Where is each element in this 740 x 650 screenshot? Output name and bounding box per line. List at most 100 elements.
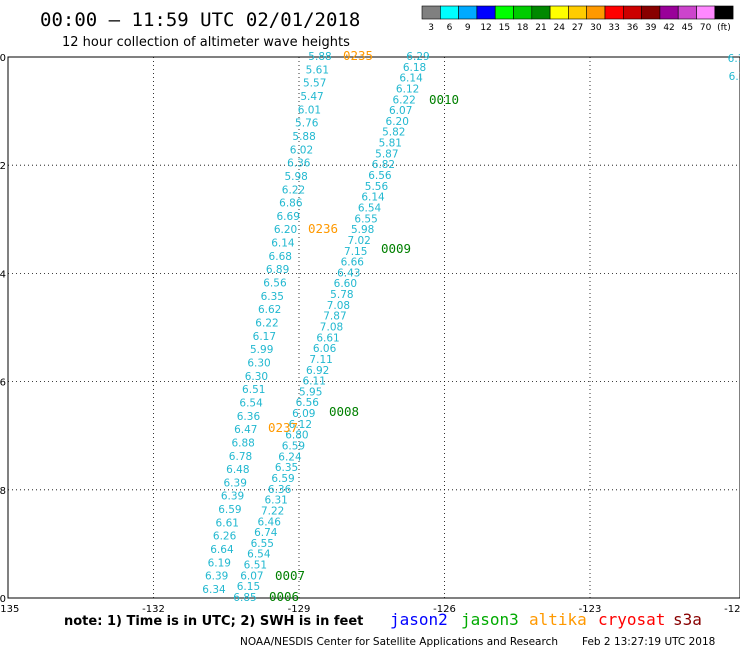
swh-value: 6.35: [275, 462, 298, 474]
page-subtitle: 12 hour collection of altimeter wave hei…: [62, 35, 350, 50]
swh-value: 7.15: [344, 246, 367, 258]
lon-tick-label: -129: [288, 604, 311, 615]
swh-value: 6.12: [396, 83, 419, 95]
swh-value: 5.57: [303, 78, 326, 90]
swh-value: 6.34: [202, 584, 226, 596]
altika-time-label: 0236: [308, 221, 338, 236]
lon-tick-label: -126: [433, 604, 456, 615]
swh-value: 6.62: [258, 304, 281, 316]
legend-swatch: [439, 5, 459, 20]
lat-tick-label: 0: [0, 53, 6, 64]
longitude-tick-labels: -135 -132 -129 -126 -123 -120: [0, 604, 740, 615]
legend-swatch: [714, 5, 734, 20]
legend-swatch: [458, 5, 478, 20]
legend-label: 3: [428, 23, 434, 33]
swh-value: 6.46: [258, 516, 282, 528]
mission-legend: jason2 jason3 altika cryosat s3a: [390, 610, 702, 629]
legend-swatch: [641, 5, 661, 20]
swh-value: 6.11: [303, 376, 326, 388]
swh-value: 6.39: [205, 571, 228, 583]
legend-label: 15: [499, 23, 510, 33]
legend-label: 36: [627, 23, 639, 33]
legend-label: 42: [663, 23, 674, 33]
swh-value: 5.56: [365, 181, 389, 193]
swh-value: 6.85: [233, 592, 256, 604]
swh-value: 6.12: [289, 419, 312, 431]
legend-swatch: [494, 5, 514, 20]
latitude-tick-labels: 0 -2 -4 -6 -8 -10: [0, 53, 6, 605]
swh-value: 5.88: [292, 131, 315, 143]
swh-value: 7.02: [347, 235, 370, 247]
swh-value: 6.48: [226, 464, 249, 476]
legend-swatch: [549, 5, 569, 20]
jason3-time-label: 0006: [269, 589, 299, 604]
swh-value: 6.22: [255, 318, 278, 330]
legend-swatch: [513, 5, 533, 20]
swh-value: 5.47: [300, 91, 323, 103]
legend-label: 21: [535, 23, 546, 33]
legend-label: 12: [480, 23, 491, 33]
swh-value: 6.1: [728, 53, 740, 65]
lat-tick-label: -8: [0, 486, 6, 497]
swh-value: 6.22: [392, 94, 415, 106]
swh-value: 6.68: [269, 251, 292, 263]
swh-value: 7.87: [323, 311, 346, 323]
swh-value: 6.30: [247, 357, 270, 369]
swh-value: 5.98: [351, 224, 374, 236]
swh-value: 6.14: [361, 192, 385, 204]
swh-value: 6.56: [368, 170, 392, 182]
legend-swatch: [586, 5, 606, 20]
swh-value: 6.01: [298, 104, 321, 116]
swh-value: 6.36: [287, 158, 311, 170]
swh-value: 6.07: [389, 105, 412, 117]
swh-value: 6.54: [247, 549, 271, 561]
lat-tick-label: -6: [0, 378, 6, 389]
swh-value: 5.78: [330, 289, 353, 301]
swh-value: 5.81: [379, 138, 402, 150]
footer-note: note: 1) Time is in UTC; 2) SWH is in fe…: [64, 614, 363, 629]
swh-value: 6.47: [234, 424, 257, 436]
map-frame: [7, 56, 740, 599]
generated-timestamp: Feb 2 13:27:19 UTC 2018: [582, 636, 715, 648]
swh-value: 6.51: [242, 384, 265, 396]
swh-value: 6.22: [282, 184, 305, 196]
altika-track: 5.885.615.575.476.015.765.886.026.365.98…: [202, 51, 331, 596]
swh-value: 6.59: [282, 441, 305, 453]
legend-label: 27: [572, 23, 583, 33]
lon-tick-label: -135: [0, 604, 19, 615]
swh-value: 6.43: [337, 267, 360, 279]
swh-value: 6.31: [264, 495, 287, 507]
swh-value: 5.95: [299, 386, 322, 398]
swh-value: 6.1: [729, 71, 740, 83]
jason3-time-label: 0009: [381, 241, 411, 256]
swh-value: 6.64: [210, 544, 234, 556]
page-title: 00:00 — 11:59 UTC 02/01/2018: [40, 9, 360, 31]
swh-value: 6.74: [254, 527, 278, 539]
swh-value: 6.92: [306, 365, 329, 377]
swh-value: 6.59: [271, 473, 294, 485]
jason3-time-label: 0010: [429, 92, 459, 107]
legend-swatch: [622, 5, 642, 20]
swh-value: 6.26: [213, 531, 237, 543]
legend-swatch: [531, 5, 551, 20]
swh-value: 6.60: [334, 278, 357, 290]
swh-value: 6.30: [245, 371, 268, 383]
swh-color-legend: 3 6 9 12 15 18 21 24 27 30 33 36 39 42 45 70 (ft): [421, 5, 734, 33]
jason3-time-label: 0007: [275, 568, 305, 583]
lon-tick-label: -123: [579, 604, 602, 615]
legend-label: 24: [554, 23, 566, 33]
legend-label: 30: [590, 23, 602, 33]
swh-value: 6.02: [290, 144, 313, 156]
swh-value: 6.86: [279, 198, 303, 210]
swh-value: 6.36: [237, 411, 261, 423]
swh-value: 5.98: [284, 171, 307, 183]
swh-value: 5.87: [375, 148, 398, 160]
mission-jason3: jason3: [461, 610, 519, 629]
swh-value: 6.18: [403, 62, 426, 74]
legend-label: 18: [517, 23, 529, 33]
jason3-track: 6.296.186.146.126.226.076.205.825.815.87…: [233, 51, 429, 604]
swh-value: 6.39: [224, 477, 247, 489]
swh-value: 6.88: [231, 437, 254, 449]
swh-value: 7.11: [309, 354, 332, 366]
swh-value: 5.82: [382, 127, 405, 139]
